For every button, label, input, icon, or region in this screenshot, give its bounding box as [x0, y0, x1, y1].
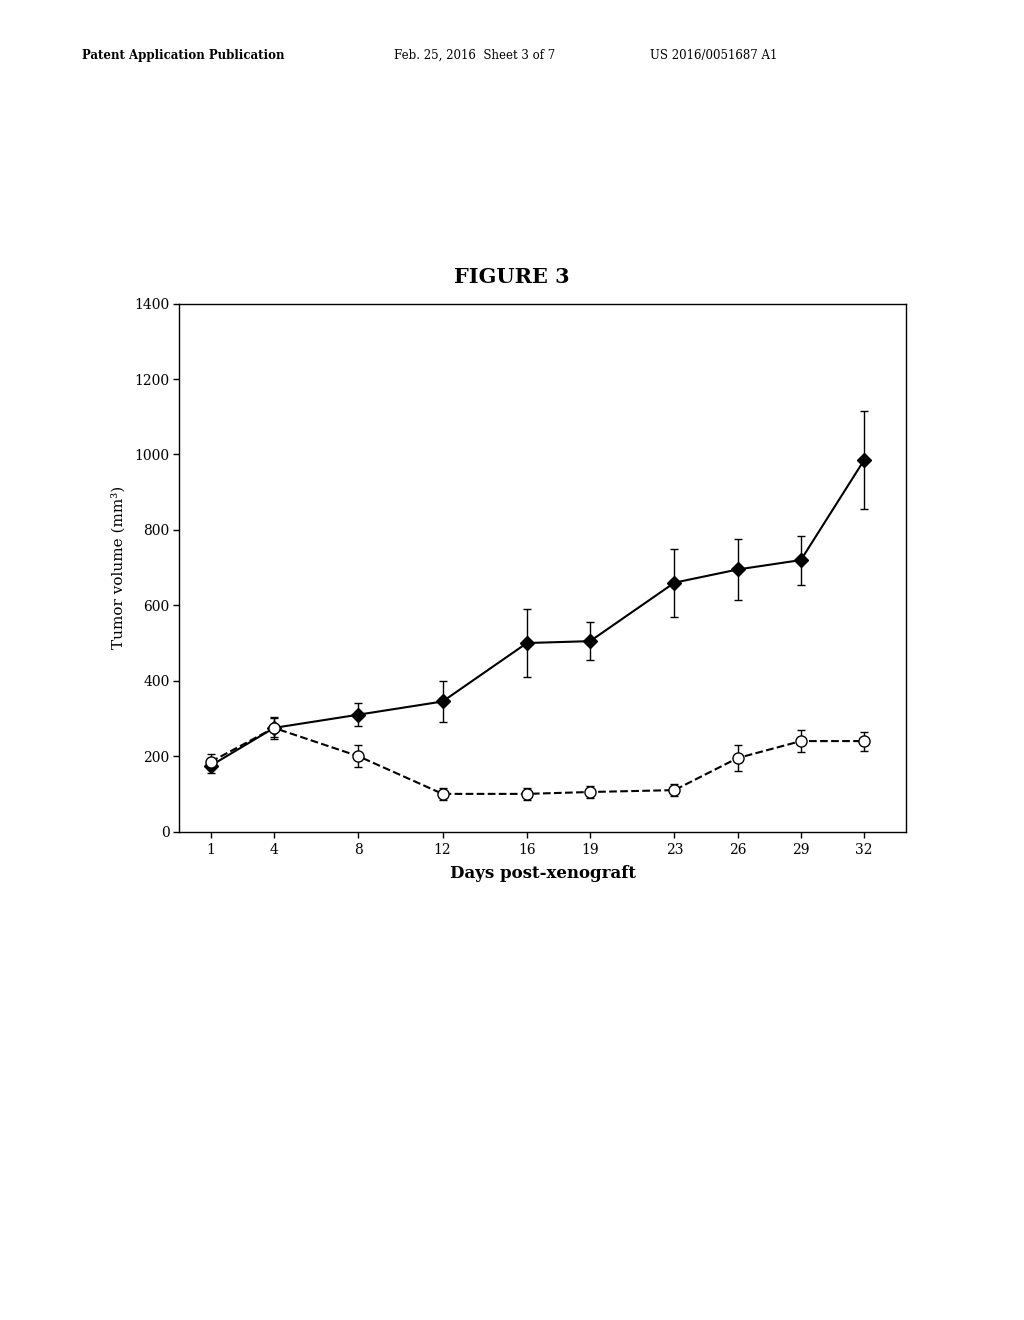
Text: Feb. 25, 2016  Sheet 3 of 7: Feb. 25, 2016 Sheet 3 of 7	[394, 49, 555, 62]
Text: FIGURE 3: FIGURE 3	[455, 267, 569, 288]
Y-axis label: Tumor volume (mm³): Tumor volume (mm³)	[112, 486, 126, 649]
X-axis label: Days post-xenograft: Days post-xenograft	[450, 865, 636, 882]
Text: US 2016/0051687 A1: US 2016/0051687 A1	[650, 49, 777, 62]
Text: Patent Application Publication: Patent Application Publication	[82, 49, 285, 62]
